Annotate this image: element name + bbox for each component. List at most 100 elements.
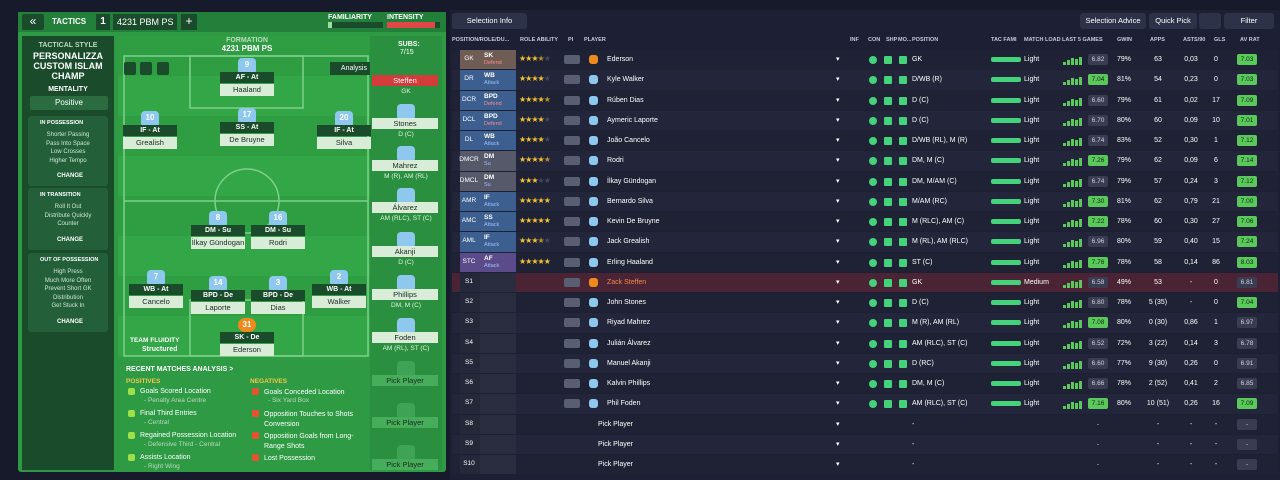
name-box[interactable]: Haaland: [220, 84, 274, 96]
bench-name[interactable]: Mahrez: [372, 160, 438, 171]
label: 78%: [1116, 380, 1131, 387]
player-dropdown[interactable]: ▾: [836, 359, 840, 367]
name-box[interactable]: Cancelo: [129, 296, 183, 308]
label: M (RL), AM (RLC): [912, 238, 968, 246]
role-box[interactable]: AF - At: [220, 72, 274, 83]
role-box[interactable]: BPD - De: [251, 290, 305, 301]
pi-icon: [564, 75, 580, 85]
view-icon[interactable]: [140, 62, 152, 75]
role-box[interactable]: IF - At: [317, 125, 371, 136]
tac-fami-bar: [991, 158, 1021, 164]
status-icon: [899, 76, 907, 85]
label: 83%: [1116, 137, 1131, 144]
player-dropdown[interactable]: ▾: [836, 461, 840, 468]
bench-name[interactable]: Foden: [372, 332, 438, 343]
shirt: 14: [209, 276, 227, 290]
star: ★: [543, 155, 551, 165]
analysis-button[interactable]: Analysis: [330, 62, 370, 75]
bench-name[interactable]: Steffen: [372, 75, 438, 86]
add-button[interactable]: +: [181, 14, 197, 30]
change-button[interactable]: CHANGE: [56, 173, 83, 179]
bench-name[interactable]: Pick Player: [372, 459, 438, 470]
bench-name[interactable]: Pick Player: [372, 375, 438, 386]
shirt: [397, 445, 415, 459]
label: 0: [1214, 359, 1218, 367]
bench-name[interactable]: Phillips: [372, 289, 438, 300]
toolbar-button[interactable]: Quick Pick: [1149, 13, 1197, 29]
label: 27: [1212, 218, 1220, 225]
role-box[interactable]: SS - At: [220, 122, 274, 133]
player-dropdown[interactable]: ▾: [836, 76, 840, 84]
role-cell: [480, 131, 516, 151]
thumb-up: [128, 410, 135, 417]
role-box[interactable]: SK - De: [220, 332, 274, 343]
player-dropdown[interactable]: ▾: [836, 400, 840, 408]
slot[interactable]: 1: [96, 14, 110, 30]
change-button[interactable]: CHANGE: [56, 236, 83, 243]
name-box[interactable]: Laporte: [191, 302, 245, 314]
toolbar-button[interactable]: Selection Info: [452, 13, 527, 29]
player-dropdown[interactable]: ▾: [836, 299, 840, 306]
label: Attack: [484, 201, 500, 208]
bench-name[interactable]: Akanji: [372, 246, 438, 257]
star: ★: [531, 195, 538, 205]
rating-badge: 7.08: [1088, 317, 1108, 329]
player-dropdown[interactable]: ▾: [836, 440, 840, 448]
toolbar-button[interactable]: [1199, 13, 1221, 29]
formation-dropdown[interactable]: 4231 PBM PS: [113, 14, 177, 30]
label: Light: [1024, 197, 1040, 205]
player-dropdown[interactable]: ▾: [836, 278, 840, 286]
role-cell: [480, 293, 516, 313]
player-dropdown[interactable]: ▾: [836, 420, 840, 428]
label: FORMATION: [226, 37, 268, 44]
role-box[interactable]: WB - At: [129, 284, 183, 295]
label: S1: [465, 277, 473, 285]
view-icon[interactable]: [124, 62, 136, 75]
player-dropdown[interactable]: ▾: [836, 157, 840, 165]
name-box[interactable]: Grealish: [123, 137, 177, 149]
mentality-dropdown[interactable]: Positive: [30, 96, 108, 110]
player-dropdown[interactable]: ▾: [836, 258, 840, 266]
player-dropdown[interactable]: ▾: [836, 319, 840, 327]
player-dropdown[interactable]: ▾: [836, 339, 840, 347]
view-icon[interactable]: [157, 62, 169, 75]
back-button[interactable]: «: [22, 14, 44, 30]
name-box[interactable]: Ederson: [220, 344, 274, 356]
name-box[interactable]: Walker: [312, 296, 366, 308]
toolbar-button[interactable]: Filter: [1224, 13, 1274, 29]
player-dropdown[interactable]: ▾: [836, 380, 840, 387]
player-dropdown[interactable]: ▾: [836, 177, 840, 185]
form-bar: [1063, 386, 1066, 389]
player-dropdown[interactable]: ▾: [836, 197, 840, 205]
player-dropdown[interactable]: ▾: [836, 56, 840, 63]
bench-name[interactable]: Álvarez: [372, 202, 438, 213]
bench-name[interactable]: Stones: [372, 118, 438, 129]
player-dropdown[interactable]: ▾: [836, 218, 840, 225]
label: 3 (22): [1148, 339, 1168, 347]
table-row[interactable]: [452, 414, 1278, 434]
role-box[interactable]: IF - At: [123, 125, 177, 136]
role-box[interactable]: DM - Su: [191, 225, 245, 236]
label: Distribution: [52, 294, 83, 301]
name-box[interactable]: Silva: [317, 137, 371, 149]
role-box[interactable]: WB - At: [312, 284, 366, 295]
position-cell: [460, 293, 480, 313]
name-box[interactable]: Dias: [251, 302, 305, 314]
label: Attack: [484, 242, 500, 249]
bench-name[interactable]: Pick Player: [372, 417, 438, 428]
table-row[interactable]: [452, 455, 1278, 475]
toolbar-button[interactable]: Selection Advice: [1080, 13, 1146, 29]
player-dropdown[interactable]: ▾: [836, 137, 840, 144]
change-button[interactable]: CHANGE: [56, 318, 83, 325]
role-box[interactable]: BPD - De: [191, 290, 245, 301]
player-dropdown[interactable]: ▾: [836, 116, 840, 124]
role-box[interactable]: DM - Su: [251, 225, 305, 236]
player-dropdown[interactable]: ▾: [836, 238, 840, 246]
name-box[interactable]: Rodri: [251, 237, 305, 249]
av-rating: 7.04: [1237, 297, 1257, 308]
table-row[interactable]: [452, 434, 1278, 454]
label: 0,30: [1184, 137, 1198, 144]
name-box[interactable]: De Bruyne: [220, 134, 274, 146]
name-box[interactable]: İlkay Gündogan: [191, 237, 245, 249]
player-dropdown[interactable]: ▾: [836, 96, 840, 104]
